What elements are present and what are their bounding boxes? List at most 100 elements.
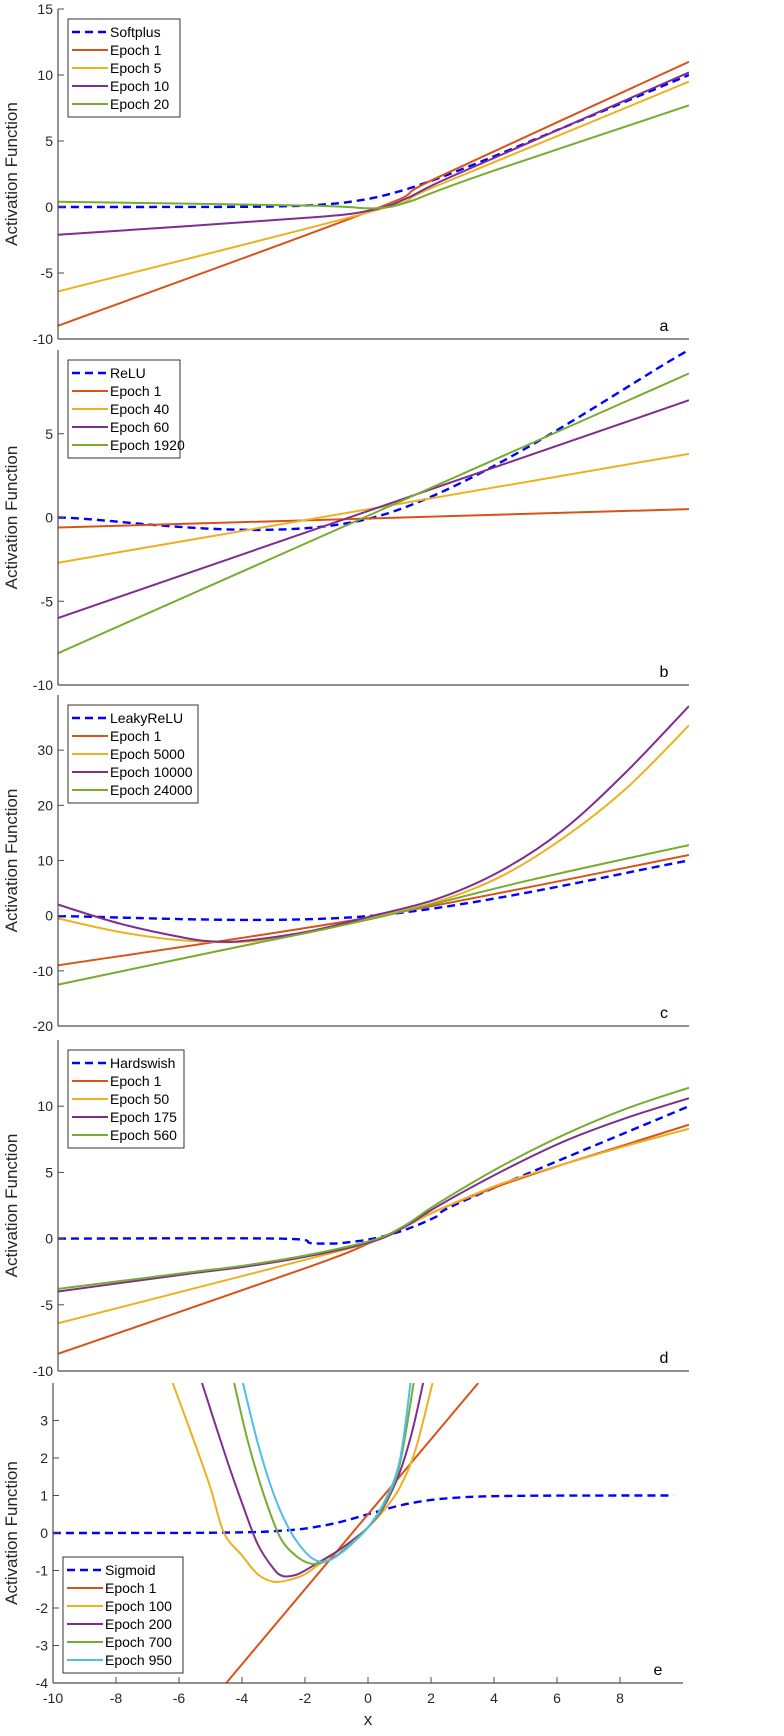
x-tick-label: -6 [173, 1690, 186, 1706]
series-line-epoch-10 [58, 71, 689, 236]
x-tick-label: -4 [236, 1690, 249, 1706]
legend-entry: LeakyReLU [110, 710, 183, 726]
series-line-epoch-1 [58, 854, 689, 967]
series-line-epoch-1 [58, 508, 689, 529]
x-tick-label: 6 [553, 1690, 561, 1706]
series-line-epoch-700 [233, 1383, 415, 1565]
series-line-epoch-175 [58, 1097, 689, 1293]
legend-entry: Epoch 1 [110, 728, 162, 744]
y-tick-label: -5 [41, 1297, 54, 1313]
y-tick-label: 0 [45, 908, 53, 924]
legend-entry: Epoch 5 [110, 60, 162, 76]
y-tick-label: 15 [37, 1, 53, 17]
legend-entry: Epoch 60 [110, 419, 169, 435]
y-tick-label: 0 [40, 1525, 48, 1541]
y-tick-label: 0 [45, 199, 53, 215]
series-line-epoch-950 [241, 1383, 412, 1563]
series-line-epoch-24000 [58, 844, 689, 986]
y-tick-label: -10 [33, 331, 53, 347]
legend: Sigmoid Epoch 1 Epoch 100 Epoch 200 Epoch 70… [62, 1556, 184, 1674]
series-line-epoch-5000 [58, 724, 689, 944]
x-tick-label: 8 [616, 1690, 624, 1706]
series-line-epoch-5 [58, 80, 689, 293]
x-tick-label: -8 [110, 1690, 123, 1706]
x-tick-label: 2 [427, 1690, 435, 1706]
panel-label: b [660, 664, 669, 681]
series-line-epoch-50 [58, 1127, 689, 1325]
series-group [58, 705, 689, 986]
y-tick-label: 10 [37, 67, 53, 83]
legend-entry: Epoch 50 [110, 1091, 169, 1107]
series-line-epoch-10000 [58, 705, 689, 943]
y-tick-label: 10 [37, 853, 53, 869]
y-tick-label: -5 [41, 593, 54, 609]
y-tick-label: 5 [45, 133, 53, 149]
legend: ReLU Epoch 1 Epoch 40 Epoch 60 Epoch 1920 [67, 359, 185, 459]
legend: Hardswish Epoch 1 Epoch 50 Epoch 175 Epoch 5… [67, 1049, 185, 1149]
y-tick-label: 1 [40, 1488, 48, 1504]
legend-entry: Epoch 175 [110, 1109, 177, 1125]
series-line-epoch-1 [58, 60, 689, 327]
legend-entry: ReLU [110, 365, 146, 381]
legend-entry: Sigmoid [105, 1562, 156, 1578]
panel-a: -10 -5 0 5 10 15 Activation Function a Softplus E… [2, 1, 689, 347]
y-tick-label: 0 [45, 1231, 53, 1247]
series-line-epoch-20 [58, 104, 689, 210]
series-line-epoch-1920 [58, 372, 689, 655]
panel-b: -10 -5 0 5 Activation Function b ReLU Epoch 1 Ep… [2, 350, 689, 693]
legend-entry: Epoch 1920 [110, 437, 185, 453]
series-line-softplus [58, 73, 689, 209]
y-tick-label: 0 [45, 510, 53, 526]
panel-label: c [660, 1005, 668, 1022]
y-tick-label: -10 [33, 963, 53, 979]
legend-entry: Epoch 950 [105, 1652, 172, 1668]
x-tick-label: 0 [364, 1690, 372, 1706]
x-tick-label: -10 [43, 1690, 63, 1706]
legend-entry: Epoch 1 [105, 1580, 157, 1596]
y-axis-label: Activation Function [2, 446, 21, 590]
y-tick-label: -4 [36, 1675, 49, 1691]
series-line-epoch-200 [201, 1383, 425, 1578]
panel-d: -10 -5 0 5 10 Activation Function d Hardswish Ep… [2, 1040, 689, 1379]
x-tick-label: 4 [490, 1690, 498, 1706]
legend-entry: Epoch 560 [110, 1127, 177, 1143]
panel-label: a [660, 318, 669, 335]
legend-box [62, 1556, 184, 1674]
series-line-sigmoid [53, 1494, 674, 1535]
y-tick-label: -1 [36, 1563, 49, 1579]
legend-entry: Epoch 40 [110, 401, 169, 417]
y-axis-label: Activation Function [2, 789, 21, 933]
y-axis-label: Activation Function [2, 102, 21, 246]
y-tick-label: 5 [45, 1164, 53, 1180]
series-line-hardswish [58, 1105, 689, 1245]
series-line-leakyrelu [58, 859, 689, 922]
legend-entry: Epoch 1 [110, 42, 162, 58]
y-tick-label: 30 [37, 742, 53, 758]
series-group [58, 1086, 689, 1355]
y-tick-label: -20 [33, 1018, 53, 1034]
y-tick-label: -2 [36, 1600, 49, 1616]
panel-label: e [654, 1662, 663, 1679]
legend-entry: Hardswish [110, 1055, 175, 1071]
legend-entry: Softplus [110, 24, 161, 40]
legend-entry: Epoch 10 [110, 78, 169, 94]
legend-entry: Epoch 1 [110, 1073, 162, 1089]
y-tick-label: -10 [33, 677, 53, 693]
legend: LeakyReLU Epoch 1 Epoch 5000 Epoch 10000 Epo… [67, 704, 199, 804]
y-tick-label: -10 [33, 1363, 53, 1379]
panel-label: d [660, 1350, 669, 1367]
x-axis-label: x [364, 1710, 373, 1729]
y-tick-label: 3 [40, 1413, 48, 1429]
x-tick-label: -2 [299, 1690, 312, 1706]
legend-entry: Epoch 700 [105, 1634, 172, 1650]
series-line-epoch-60 [58, 399, 689, 619]
legend-entry: Epoch 20 [110, 96, 169, 112]
series-line-epoch-560 [58, 1086, 689, 1290]
y-tick-label: -5 [41, 265, 54, 281]
series-group [58, 60, 689, 327]
y-axis-label: Activation Function [2, 1134, 21, 1278]
series-line-epoch-1 [225, 1383, 480, 1683]
series-group [53, 1383, 674, 1683]
